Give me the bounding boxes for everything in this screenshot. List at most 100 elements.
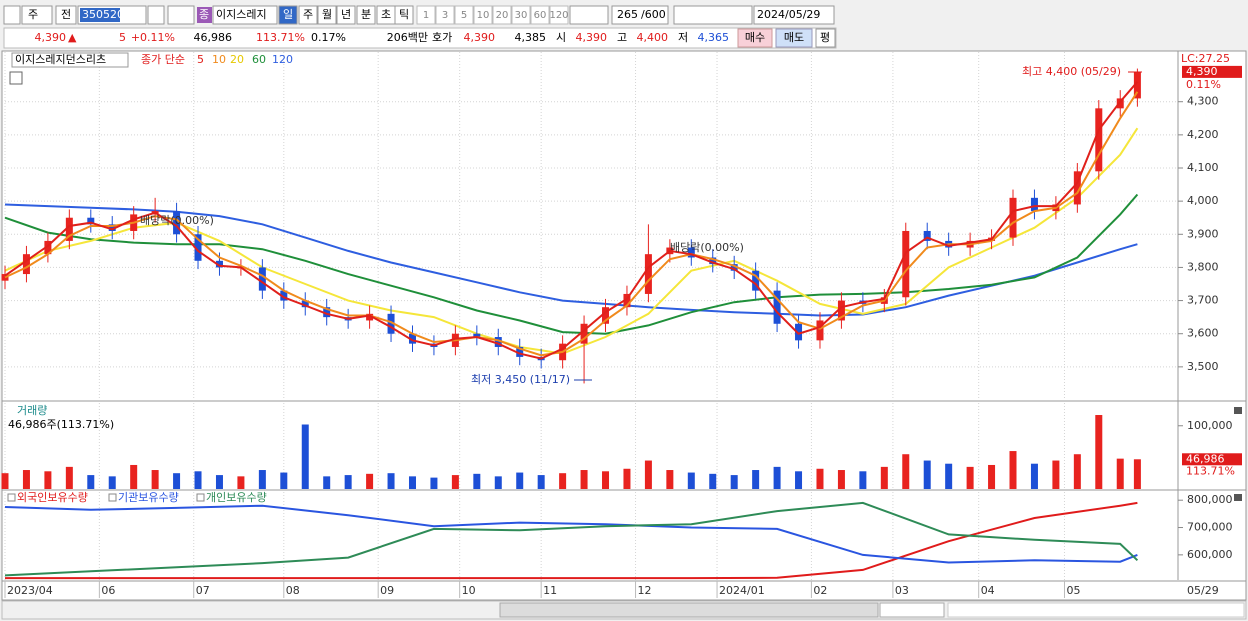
candle-body [494,337,502,347]
volume-bar [923,460,931,489]
interval-button[interactable] [394,5,414,25]
count-label: 60 [534,10,547,21]
volume-bar [408,476,416,489]
low: 4,365 [698,31,730,44]
nav-buttons[interactable] [879,602,945,618]
count-button[interactable] [473,5,493,25]
volume-bar [494,476,502,489]
count-label: 1 [423,10,429,21]
candle-body [1030,197,1038,212]
candle-body [194,234,202,261]
candle-body [602,307,610,324]
volume-bar [945,463,953,489]
legend-entry: 기관보유수량 [118,491,179,504]
x-tick-label: 03 [895,584,909,597]
count-button[interactable] [435,5,455,25]
amount: 206백만 [387,31,428,44]
market-badge: 종 [199,8,209,21]
interval-button[interactable] [356,5,376,25]
series-line [5,501,1138,580]
candle-body [280,290,288,301]
volume-bar [709,473,717,489]
annotation: 최고 4,400 (05/29) [1022,65,1121,78]
candle-body [65,217,73,241]
count-button[interactable] [549,5,569,25]
volume-bar [602,471,610,489]
volume-bar [623,468,631,489]
candle-body [408,333,416,344]
interval-label: 주 [303,8,313,21]
sound-button[interactable] [167,5,195,25]
buy-button[interactable] [737,28,773,48]
volume-bar [473,473,481,489]
y-tick-label: 100,000 [1187,419,1233,432]
x-tick-label: 08 [286,584,300,597]
volume-bar [880,466,888,489]
candle-body [730,264,738,271]
volume-bar [1,473,9,489]
ask: 4,390 [464,31,496,44]
panel-close[interactable] [1234,494,1242,501]
unit-select[interactable] [569,5,609,25]
x-tick-label: 06 [101,584,115,597]
annotation: 배당락(0.00%) [140,214,214,227]
interval-button[interactable] [278,5,298,25]
series-line [4,501,1139,577]
prev-button[interactable] [55,5,77,25]
count-button[interactable] [511,5,531,25]
panel-title: 거래량 [17,404,47,417]
period-select[interactable] [21,5,53,25]
menu-icon[interactable] [3,5,21,25]
price: 4,390 [35,31,67,44]
volume-bar [795,471,803,489]
interval-label: 일 [283,7,293,21]
tool-icons[interactable] [673,5,753,25]
volume-bar [1030,463,1038,489]
y-tick-label: 3,600 [1187,327,1219,340]
name-box [212,5,278,25]
volume-bar [22,470,30,489]
calc-icon[interactable] [9,71,23,85]
candle-body [1133,71,1141,99]
volume-bar [194,471,202,489]
interval-button[interactable] [336,5,356,25]
chart-frame [1,50,1247,601]
count-button[interactable] [454,5,474,25]
scroll-thumb[interactable] [499,602,879,618]
candle-body [1009,197,1017,238]
interval-button[interactable] [298,5,318,25]
count-label: 10 [477,10,490,21]
series-line [4,81,1139,360]
candle-body [644,254,652,294]
count-button[interactable] [530,5,550,25]
volume-bar [258,470,266,489]
count-button[interactable] [492,5,512,25]
count-label: 3 [442,10,448,21]
legend-swatch [7,493,16,502]
interval-button[interactable] [317,5,337,25]
volume-bar [108,476,116,489]
sell-button[interactable] [775,28,813,48]
low-label: 저 [678,31,688,44]
candle-body [837,300,845,321]
volume-bar [1073,454,1081,489]
y-tick-label: 600,000 [1187,548,1233,561]
candle-body [923,230,931,241]
volume-bar [1095,415,1103,489]
count-button[interactable] [416,5,436,25]
panel-close[interactable] [1234,407,1242,414]
zoom-tools[interactable] [947,602,1245,618]
candle-body [752,270,760,291]
avg-button[interactable] [815,28,836,48]
volume-bar [1009,451,1017,489]
volume-bar [366,473,374,489]
candle-body [1095,108,1103,172]
volume-bar [151,470,159,489]
series-line [4,504,1138,564]
legend-entry: 20 [230,53,244,66]
search-button[interactable] [147,5,165,25]
candle-body [473,333,481,338]
bars-input[interactable] [611,5,669,25]
date-input[interactable] [753,5,835,25]
